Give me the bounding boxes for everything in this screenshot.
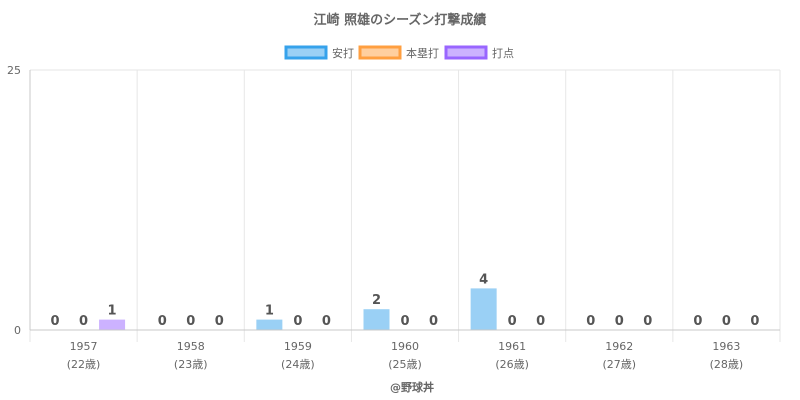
y-tick-label: 25 (7, 64, 21, 77)
data-label-1963-series-0: 0 (693, 314, 702, 329)
x-tick-sublabel-1957: (22歳) (67, 358, 101, 371)
data-label-1957-series-0: 0 (51, 314, 60, 329)
x-tick-sublabel-1959: (24歳) (281, 358, 315, 371)
data-label-1960-series-1: 0 (400, 314, 409, 329)
credit-label: @野球丼 (390, 380, 434, 394)
x-tick-sublabel-1960: (25歳) (388, 358, 422, 371)
x-tick-sublabel-1961: (26歳) (495, 358, 529, 371)
x-tick-label-1959: 1959 (284, 340, 312, 353)
legend-swatch-series-1[interactable] (358, 45, 402, 60)
data-label-1962-series-2: 0 (643, 314, 652, 329)
data-label-1962-series-1: 0 (615, 314, 624, 329)
data-label-1957-series-1: 0 (79, 314, 88, 329)
data-label-1959-series-1: 0 (293, 314, 302, 329)
data-label-1960-series-2: 0 (429, 314, 438, 329)
legend-label-series-1[interactable]: 本塁打 (406, 46, 439, 60)
data-label-1957-series-2: 1 (108, 304, 117, 319)
y-tick-label: 0 (14, 324, 21, 337)
legend-label-series-0[interactable]: 安打 (332, 46, 354, 60)
legend-swatch-series-0[interactable] (284, 45, 328, 60)
data-label-1961-series-2: 0 (536, 314, 545, 329)
data-label-1960-series-0: 2 (372, 293, 381, 308)
bar-1957-series-2[interactable] (99, 319, 126, 330)
data-label-1963-series-2: 0 (750, 314, 759, 329)
x-tick-sublabel-1958: (23歳) (174, 358, 208, 371)
legend: 安打 本塁打 打点 (284, 45, 514, 60)
data-label-1961-series-0: 4 (479, 272, 488, 287)
bar-1961-series-0[interactable] (470, 288, 497, 330)
data-label-1959-series-2: 0 (322, 314, 331, 329)
x-tick-label-1961: 1961 (498, 340, 526, 353)
x-tick-label-1957: 1957 (70, 340, 98, 353)
x-tick-label-1962: 1962 (605, 340, 633, 353)
data-label-1958-series-1: 0 (186, 314, 195, 329)
x-tick-label-1963: 1963 (712, 340, 740, 353)
x-tick-sublabel-1962: (27歳) (602, 358, 636, 371)
data-label-1958-series-2: 0 (215, 314, 224, 329)
data-labels: 0 0 1 0 0 0 1 0 0 2 0 0 4 0 0 0 0 0 0 0 0 (51, 272, 760, 329)
y-axis: 0 25 (7, 64, 31, 337)
grid (29, 69, 781, 342)
data-label-1963-series-1: 0 (722, 314, 731, 329)
x-axis: 1957 (22歳) 1958 (23歳) 1959 (24歳) 1960 (25歳) 1961… (30, 329, 780, 371)
bars (99, 288, 497, 330)
legend-label-series-2[interactable]: 打点 (492, 46, 514, 60)
data-label-1961-series-1: 0 (508, 314, 517, 329)
x-tick-sublabel-1963: (28歳) (710, 358, 744, 371)
data-label-1962-series-0: 0 (586, 314, 595, 329)
chart-title: 江崎 照雄のシーズン打撃成績 (314, 12, 487, 28)
legend-swatch-series-2[interactable] (444, 45, 488, 60)
x-tick-label-1960: 1960 (391, 340, 419, 353)
bar-1959-series-0[interactable] (256, 319, 283, 330)
data-label-1959-series-0: 1 (265, 304, 274, 319)
bar-1960-series-0[interactable] (363, 309, 390, 330)
data-label-1958-series-0: 0 (158, 314, 167, 329)
x-tick-label-1958: 1958 (177, 340, 205, 353)
